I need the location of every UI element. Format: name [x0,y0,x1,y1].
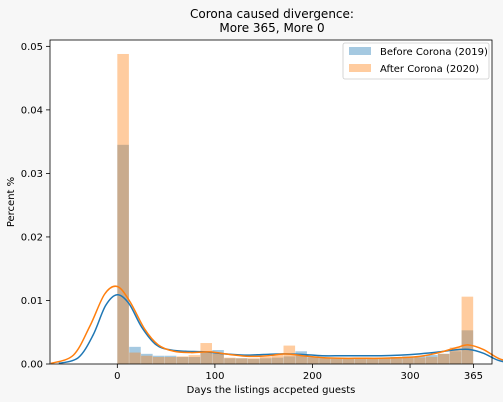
hist-bar-s0-b4 [164,355,177,364]
hist-bar-s0-b10 [236,358,248,364]
hist-bar-s0-b9 [224,358,236,364]
hist-bar-s0-b21 [366,357,379,364]
hist-bar-s0-b13 [271,357,284,364]
legend-label-before: Before Corona (2019) [380,47,488,58]
hist-bar-s1-b11 [247,358,260,364]
legend-swatch-before [349,47,371,55]
hist-bar-s1-b19 [342,358,355,364]
hist-bar-s0-b16 [307,356,319,364]
x-tick-label-0: 0 [114,371,120,382]
hist-bar-s1-b27 [437,353,450,364]
legend: Before Corona (2019) After Corona (2020) [342,42,490,80]
hist-bar-s0-b2 [141,353,153,364]
x-tick-label-2: 200 [303,371,322,382]
x-tick-label-1: 100 [205,371,224,382]
legend-swatch-after [349,64,371,72]
hist-bar-s1-b5 [176,356,189,364]
hist-bar-s0-b7 [200,351,212,364]
hist-bar-s0-b11 [247,358,260,364]
x-tick-label-3: 300 [400,371,419,382]
hist-bar-s1-b7 [200,343,212,364]
hist-bar-s0-b26 [425,355,438,364]
kde-lines [50,285,503,365]
y-tick-label-0: 0.00 [21,360,43,371]
legend-label-after: After Corona (2020) [380,64,479,75]
hist-bar-s0-b18 [331,357,343,364]
hist-bar-s0-b1 [129,346,141,364]
hist-bar-s0-b17 [319,357,331,364]
hist-bar-s0-b3 [152,355,165,364]
hist-bar-s0-b8 [212,350,224,364]
hist-bar-s0-b20 [354,357,367,364]
x-tick-label-4: 365 [464,371,483,382]
hist-bar-s1-b15 [295,355,307,364]
hist-bar-s1-b0 [117,53,129,364]
hist-bar-s1-b29 [461,296,474,364]
kde-line-s1 [50,285,503,365]
y-tick-label-3: 0.03 [21,169,43,180]
hist-bar-s0-b22 [378,357,391,364]
hist-bar-s1-b24 [402,357,414,364]
hist-bar-s1-b8 [212,353,224,364]
hist-bar-s1-b16 [307,357,319,364]
plot-frame [49,39,493,365]
hist-bar-s1-b1 [129,352,141,364]
hist-bar-s0-b27 [437,353,450,364]
y-tick-label-5: 0.05 [21,42,43,53]
hist-bar-s1-b28 [449,347,462,364]
hist-bar-s1-b26 [425,357,438,364]
hist-bar-s1-b9 [224,357,236,364]
hist-bar-s1-b17 [319,358,331,364]
hist-bar-s1-b20 [354,358,367,364]
hist-bar-s1-b6 [188,355,201,364]
hist-bar-s0-b14 [283,356,296,364]
hist-bar-s1-b10 [236,358,248,364]
hist-bar-s0-b28 [449,351,462,364]
hist-bar-s1-b21 [366,358,379,364]
hist-bar-s1-b3 [152,357,165,364]
hist-bar-s1-b4 [164,357,177,364]
hist-bar-s0-b24 [402,356,414,364]
hist-bar-s0-b29 [461,330,474,364]
hist-bar-s1-b22 [378,358,391,364]
hist-bar-s0-b23 [390,357,402,364]
y-axis-ticks: 0.00 0.01 0.02 0.03 0.04 0.05 [21,42,50,371]
hist-bar-s0-b15 [295,351,307,364]
hist-bar-s1-b12 [259,357,272,364]
hist-bar-s0-b12 [259,358,272,364]
histogram-bars [117,53,474,364]
y-tick-label-2: 0.02 [21,232,43,243]
chart-title-line-1: Corona caused divergence: [190,7,354,21]
x-axis-label: Days the listings accpeted guests [187,385,356,396]
hist-bar-s0-b25 [414,356,426,364]
hist-bar-s1-b18 [331,358,343,364]
hist-bar-s1-b13 [271,354,284,364]
legend-frame [342,42,490,80]
chart-title-line-2: More 365, More 0 [219,21,324,35]
hist-bar-s0-b6 [188,357,201,364]
hist-bar-s1-b23 [390,358,402,364]
x-axis-ticks: 0 100 200 300 365 [114,364,483,382]
hist-bar-s1-b25 [414,357,426,364]
y-tick-label-4: 0.04 [21,105,43,116]
y-axis-label: Percent % [6,177,17,227]
hist-bar-s0-b19 [342,358,355,364]
hist-bar-s0-b0 [117,144,129,364]
hist-bar-s1-b2 [141,355,153,364]
hist-bar-s0-b5 [176,357,189,364]
y-tick-label-1: 0.01 [21,296,43,307]
plot-background [50,40,492,364]
